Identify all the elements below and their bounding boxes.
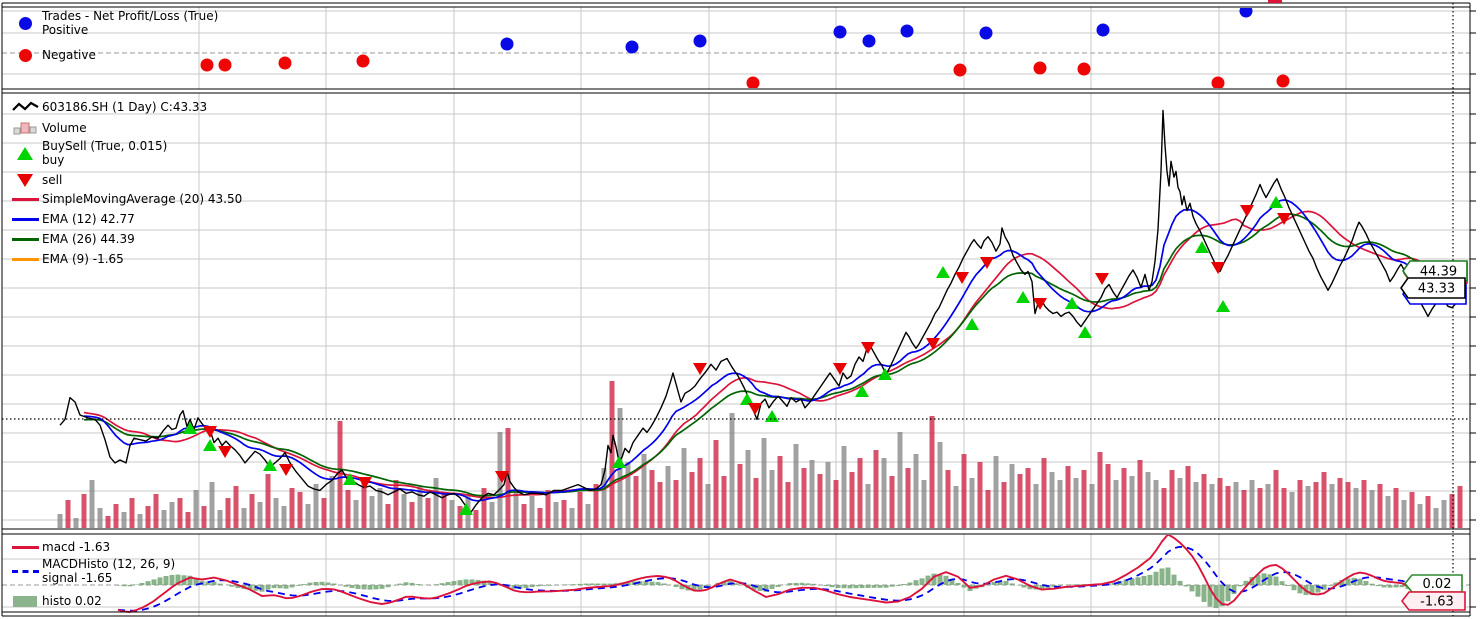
sell-marker bbox=[833, 363, 847, 375]
tag-histo bbox=[1403, 574, 1463, 593]
macd-lines bbox=[117, 535, 1463, 613]
negative-trade-dot bbox=[1077, 62, 1091, 76]
sell-marker bbox=[955, 272, 969, 284]
tag-close-text: 43.33 bbox=[1418, 282, 1455, 297]
negative-trade-dot bbox=[1033, 61, 1047, 75]
buy-marker bbox=[855, 385, 869, 397]
sell-marker bbox=[748, 403, 762, 415]
sell-marker bbox=[1240, 205, 1254, 217]
positive-trade-dot bbox=[1096, 23, 1110, 37]
sell-marker bbox=[861, 342, 875, 354]
negative-trade-dot bbox=[1276, 74, 1290, 88]
sell-marker bbox=[926, 338, 940, 350]
sell-marker bbox=[1277, 213, 1291, 225]
negative-trade-dot bbox=[746, 76, 760, 88]
ema12-line bbox=[83, 199, 1465, 502]
positive-trade-dot bbox=[1239, 8, 1253, 18]
negative-trade-dot bbox=[1211, 76, 1225, 88]
tag-macd-text: -1.63 bbox=[1420, 595, 1454, 610]
buy-marker bbox=[1195, 241, 1209, 253]
sell-marker bbox=[203, 426, 217, 438]
negative-trade-dot bbox=[356, 54, 370, 68]
sell-marker bbox=[693, 363, 707, 375]
negative-trade-dot bbox=[200, 58, 214, 72]
buy-marker bbox=[203, 439, 217, 451]
buy-marker bbox=[765, 410, 779, 422]
value-tags: 44.39 43.33 0.02 -1.63 bbox=[1400, 260, 1468, 611]
clipped-top-tag bbox=[1268, 0, 1282, 3]
crosshair bbox=[2, 3, 1470, 617]
buy-marker bbox=[1065, 297, 1079, 309]
sell-marker bbox=[1095, 273, 1109, 285]
tag-ema26-text: 44.39 bbox=[1420, 265, 1457, 280]
negative-trade-dot bbox=[953, 63, 967, 77]
buy-marker bbox=[1078, 326, 1092, 338]
sma20-line bbox=[83, 210, 1465, 499]
sell-marker bbox=[218, 446, 232, 458]
positive-trade-dot bbox=[693, 34, 707, 48]
macd-line bbox=[117, 535, 1463, 613]
sell-marker bbox=[358, 477, 372, 489]
buy-marker bbox=[965, 318, 979, 330]
positive-trade-dot bbox=[625, 40, 639, 54]
buy-marker bbox=[343, 473, 357, 485]
positive-trade-dot bbox=[500, 37, 514, 51]
buy-marker bbox=[936, 266, 950, 278]
sell-marker bbox=[1033, 298, 1047, 310]
buy-marker bbox=[612, 456, 626, 468]
positive-trade-dot bbox=[979, 26, 993, 40]
trade-dots bbox=[200, 8, 1290, 88]
buysell-markers bbox=[183, 196, 1291, 515]
buy-marker bbox=[183, 422, 197, 434]
buy-marker bbox=[878, 368, 892, 380]
positive-trade-dot bbox=[862, 34, 876, 48]
negative-trade-dot bbox=[278, 56, 292, 70]
buy-marker bbox=[459, 503, 473, 515]
volume-bars bbox=[57, 381, 1463, 528]
tag-close bbox=[1400, 277, 1466, 299]
macd-histo bbox=[115, 567, 1465, 609]
buy-marker bbox=[740, 393, 754, 405]
positive-trade-dot bbox=[833, 25, 847, 39]
tag-histo-text: 0.02 bbox=[1423, 577, 1452, 592]
negative-trade-dot bbox=[218, 58, 232, 72]
buy-marker bbox=[1216, 300, 1230, 312]
sell-marker bbox=[1211, 262, 1225, 274]
sell-marker bbox=[980, 257, 994, 269]
positive-trade-dot bbox=[900, 24, 914, 38]
buy-marker bbox=[1016, 291, 1030, 303]
buy-marker bbox=[1269, 196, 1283, 208]
buy-marker bbox=[263, 459, 277, 471]
sell-marker bbox=[495, 471, 509, 483]
sell-marker bbox=[279, 464, 293, 476]
tag-macd bbox=[1400, 591, 1466, 611]
